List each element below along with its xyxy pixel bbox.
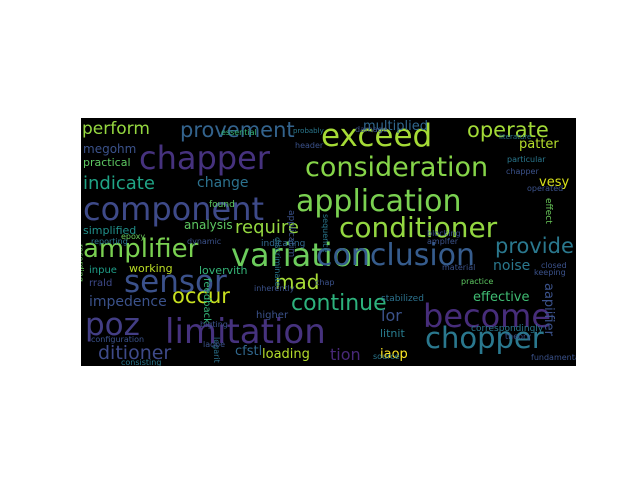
cloud-word: multiplied: [363, 119, 428, 134]
cloud-word: consideration: [305, 152, 489, 183]
word-cloud: variation limitation application component c…: [81, 118, 576, 366]
cloud-word: chapper: [506, 167, 539, 176]
cloud-word: inherently: [254, 284, 295, 293]
cloud-word: application: [296, 184, 462, 219]
cloud-word: bigting: [200, 320, 228, 329]
cloud-word: dynamic: [187, 237, 222, 246]
cloud-word: reporting: [91, 237, 128, 246]
cloud-word: effect: [543, 198, 553, 224]
cloud-word: chap: [315, 278, 335, 287]
cloud-word: become: [423, 297, 552, 335]
cloud-word: indicating: [261, 239, 306, 249]
cloud-word: fundamental: [531, 353, 576, 362]
cloud-word: blocking: [427, 229, 461, 238]
cloud-word: aapiifier: [541, 283, 556, 336]
cloud-word: mad: [275, 270, 320, 294]
cloud-word: operate: [467, 118, 549, 142]
cloud-word: limitation: [165, 312, 326, 352]
cloud-word: correspondingly: [471, 324, 544, 334]
cloud-word: impedence: [89, 294, 167, 310]
cloud-word: exceed: [321, 118, 433, 154]
cloud-word: change: [197, 175, 249, 191]
cloud-word: simplified: [83, 224, 137, 237]
cloud-word: feedback: [201, 278, 212, 324]
cloud-word: require: [235, 217, 299, 238]
cloud-word: particular: [507, 155, 546, 164]
cloud-word: epoxy: [121, 232, 146, 241]
cloud-word: stabilized: [381, 294, 424, 304]
cloud-word: effective: [473, 290, 530, 305]
cloud-word: analysis: [184, 218, 233, 232]
cloud-word: cfstl: [235, 344, 263, 359]
cloud-word: component: [83, 190, 265, 228]
cloud-word: essential: [221, 128, 257, 137]
cloud-word: higher: [256, 310, 289, 321]
cloud-word: sensor: [124, 264, 227, 300]
cloud-word: damage: [355, 125, 388, 134]
cloud-word: tion: [330, 345, 361, 364]
cloud-word: iaop: [380, 347, 408, 362]
cloud-word: laobe: [203, 340, 226, 349]
cloud-word: applicatim: [286, 210, 296, 258]
cloud-word: poz: [85, 307, 140, 343]
cloud-word: theory: [505, 332, 532, 341]
cloud-word: practice: [461, 277, 494, 286]
cloud-word: source: [373, 352, 400, 361]
cloud-word: chapper: [139, 139, 270, 177]
cloud-word: indicate: [83, 173, 155, 194]
cloud-word: configuration: [91, 335, 145, 344]
cloud-word: noise: [493, 258, 531, 274]
cloud-word: recording: [81, 244, 85, 282]
cloud-word: header: [295, 141, 324, 150]
cloud-word: keeping: [534, 268, 566, 277]
cloud-word: perform: [82, 119, 150, 139]
cloud-word: found: [209, 200, 235, 210]
cloud-word: litnit: [380, 327, 405, 340]
cloud-word: rrald: [89, 278, 113, 289]
cloud-word: provement: [180, 118, 295, 142]
cloud-word: amplifier: [83, 234, 199, 264]
cloud-word: operated: [527, 184, 564, 193]
cloud-word: conditioner: [339, 211, 498, 244]
cloud-word: conclusion: [316, 238, 476, 273]
cloud-word: practical: [83, 156, 131, 169]
cloud-word: vesy: [539, 175, 570, 190]
cloud-word: material: [442, 263, 476, 272]
cloud-word: literature: [499, 133, 532, 141]
cloud-word: sequence: [321, 214, 330, 253]
cloud-word: amplfer: [427, 237, 459, 246]
cloud-word: lor: [381, 306, 402, 325]
cloud-word: lovervith: [199, 264, 248, 277]
cloud-word: closed: [541, 261, 567, 270]
cloud-word: ditioner: [98, 342, 172, 364]
cloud-word: inpue: [89, 265, 117, 276]
cloud-word: variation: [231, 236, 373, 274]
cloud-word: megohm: [83, 142, 137, 156]
cloud-word: working: [129, 262, 173, 275]
cloud-word: loading: [262, 347, 310, 362]
cloud-word: probably: [293, 127, 324, 135]
cloud-word: chopper: [425, 321, 544, 355]
cloud-word: consisting: [121, 358, 162, 367]
cloud-word: provide: [495, 234, 574, 258]
cloud-word: patter: [519, 137, 559, 152]
cloud-word: continue: [291, 291, 387, 316]
cloud-word: occur: [172, 284, 230, 308]
